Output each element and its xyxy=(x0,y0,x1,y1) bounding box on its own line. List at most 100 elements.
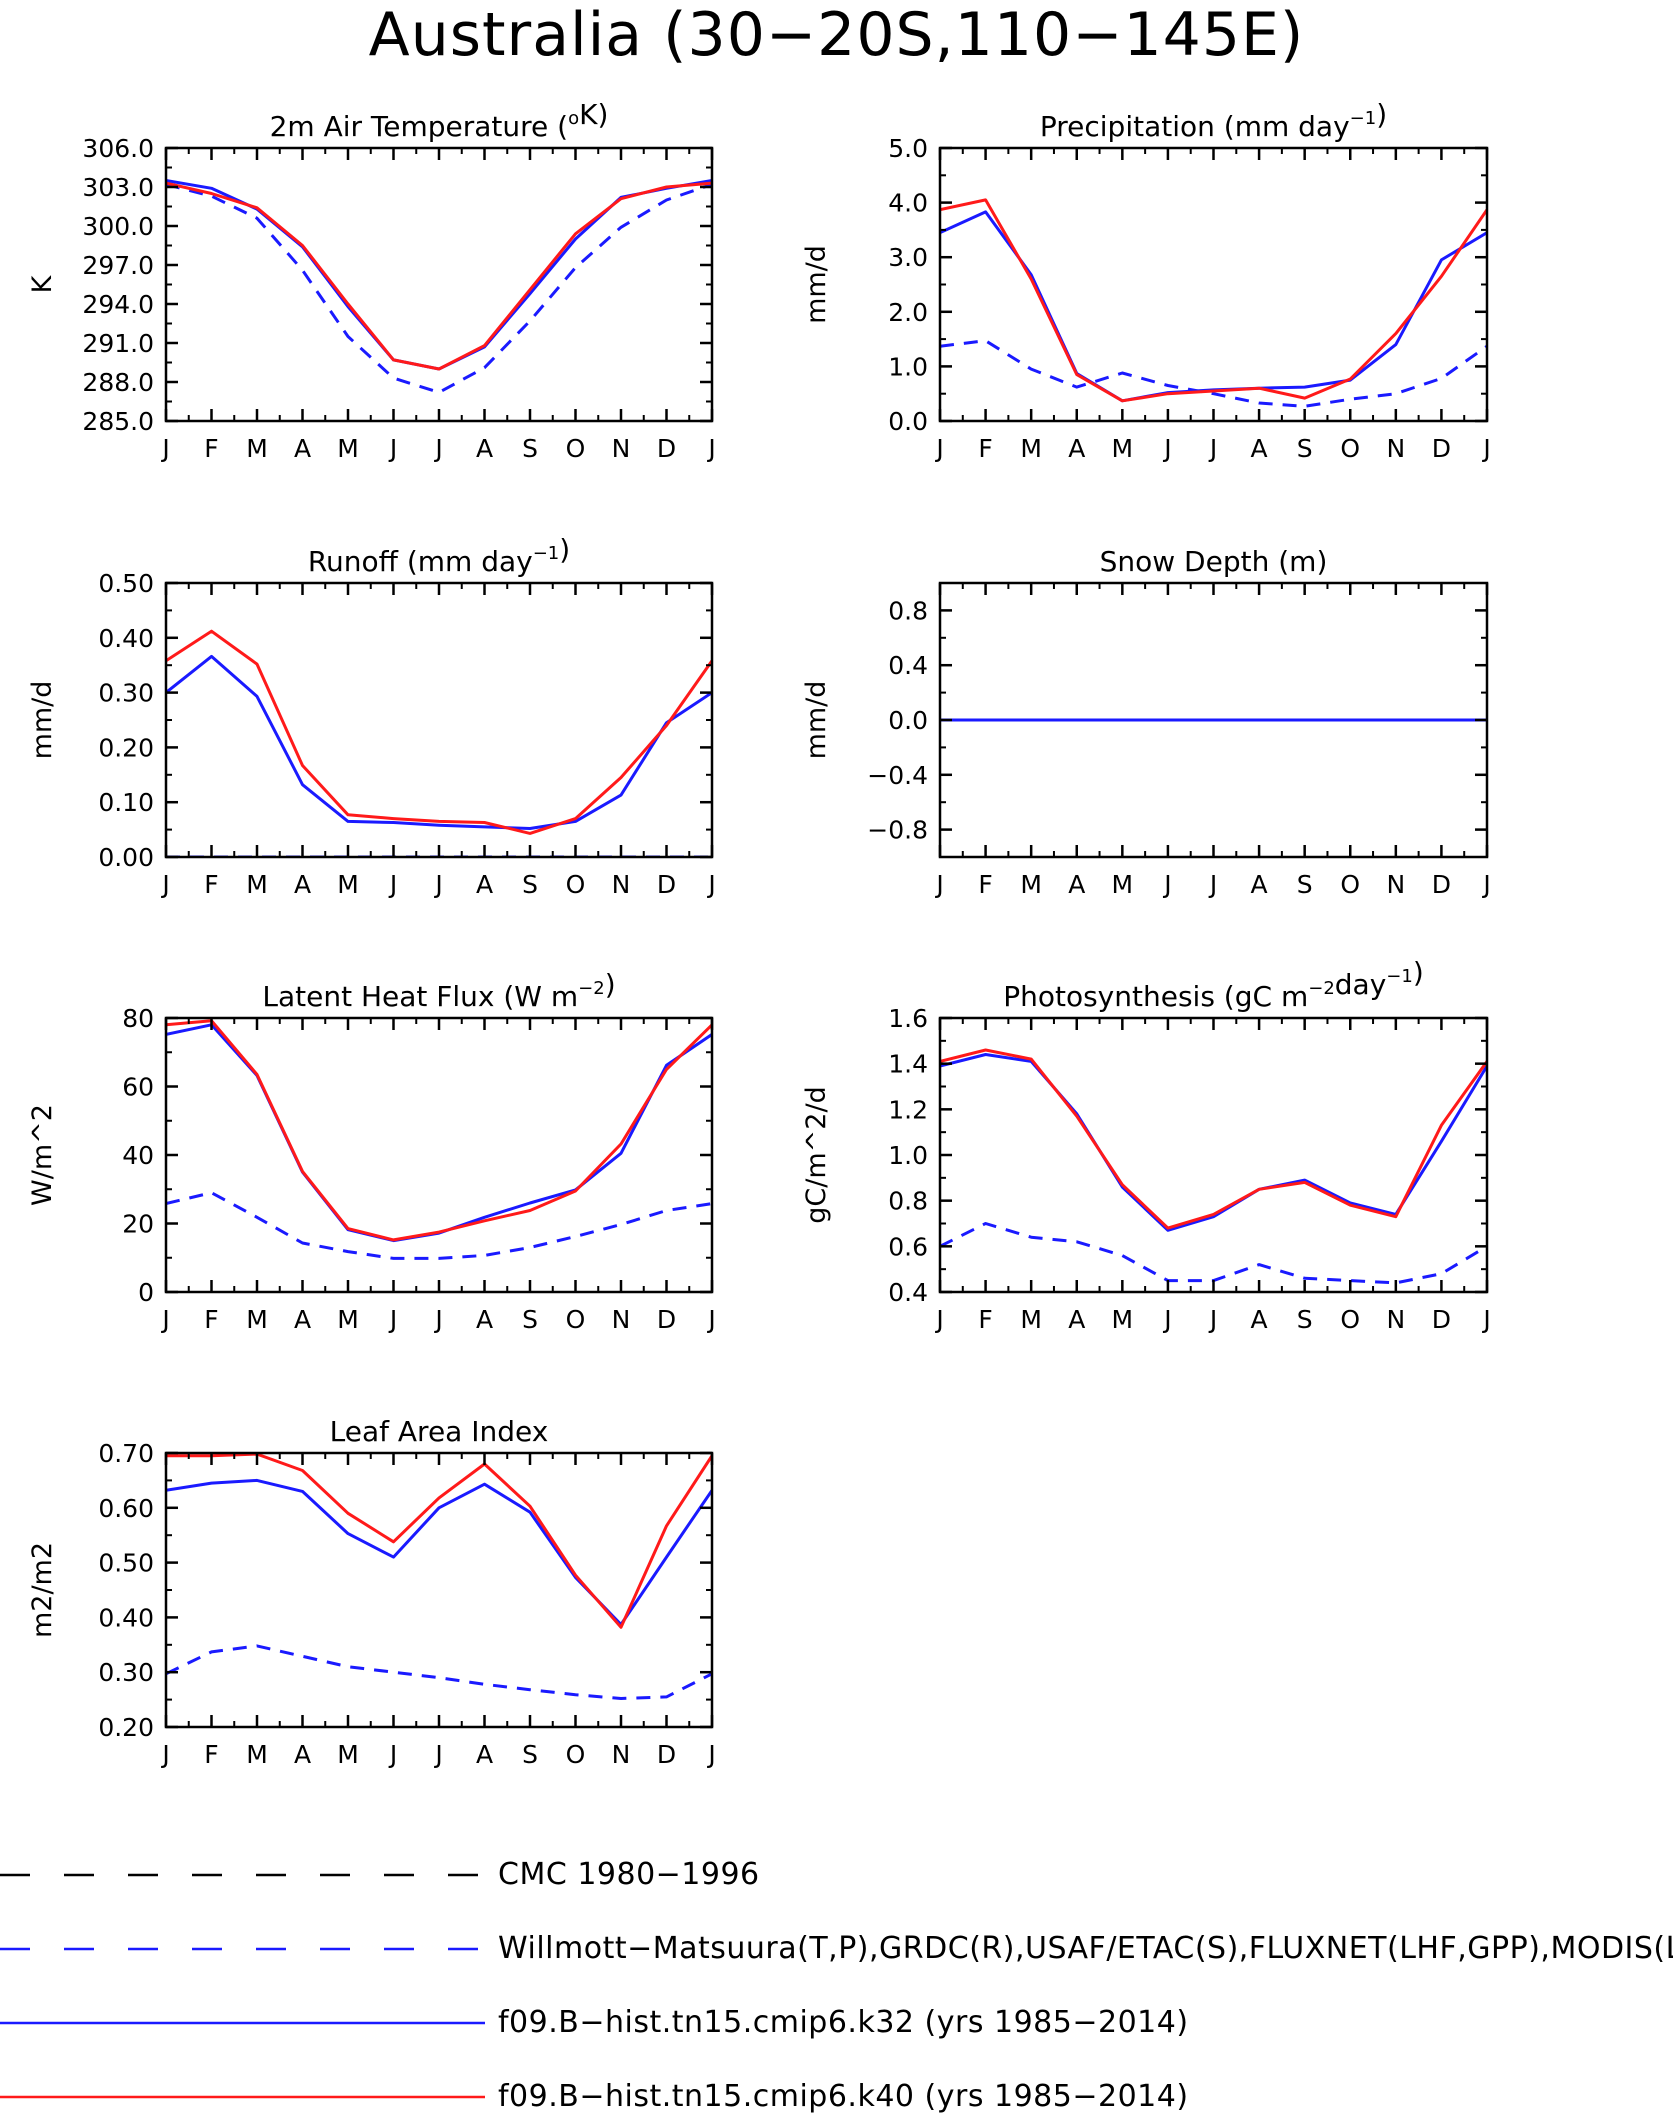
panel-runoff: J F M A M J J A S O N D J0.000.100.200.300.400.50mm/… xyxy=(27,533,716,899)
y-tick-label: 1.4 xyxy=(888,1050,928,1079)
x-tick-label: M xyxy=(246,870,268,899)
legend-label-k32: f09.B−hist.tn15.cmip6.k32 (yrs 1985−2014… xyxy=(498,2005,1189,2040)
series-line-obs-dashed xyxy=(166,1644,712,1700)
y-tick-label: 297.0 xyxy=(82,251,154,280)
series-line-obs-dashed xyxy=(166,182,712,394)
y-tick-label: 0.8 xyxy=(888,1187,928,1216)
x-tick-label: S xyxy=(1297,870,1313,899)
series-line-k32-solid xyxy=(940,210,1487,403)
y-tick-label: 0.40 xyxy=(98,1603,154,1632)
x-tick-label: J xyxy=(1208,434,1217,463)
x-tick-label: J xyxy=(706,434,715,463)
x-tick-label: O xyxy=(1340,870,1360,899)
series-group xyxy=(940,1048,1487,1285)
y-tick-label: 0 xyxy=(138,1278,154,1307)
y-tick-label: 0.40 xyxy=(98,624,154,653)
x-tick-label: A xyxy=(476,1305,493,1334)
series-line-k32-solid xyxy=(166,179,712,371)
panel-leaf-area-index: J F M A M J J A S O N D J0.200.300.400.500.600.70m2/… xyxy=(27,1415,716,1769)
x-tick-label: A xyxy=(294,1305,311,1334)
x-tick-label: A xyxy=(476,434,493,463)
x-tick-label: S xyxy=(522,1305,538,1334)
x-tick-label: M xyxy=(1112,1305,1134,1334)
x-tick-label: F xyxy=(978,870,992,899)
y-tick-label: 300.0 xyxy=(82,212,154,241)
panel-precipitation: J F M A M J J A S O N D J0.01.02.03.04.05.0mm/dPreci… xyxy=(801,98,1491,463)
x-tick-label: M xyxy=(1020,870,1042,899)
y-tick-label: 0.0 xyxy=(888,407,928,436)
x-tick-label: N xyxy=(612,870,631,899)
x-tick-label: J xyxy=(388,1305,397,1334)
panel-title: 2m Air Temperature (oK) xyxy=(270,98,609,143)
series-line-k32-solid xyxy=(166,654,712,830)
x-tick-label: S xyxy=(522,1740,538,1769)
x-tick-label: A xyxy=(1068,870,1085,899)
x-tick-label: D xyxy=(1432,1305,1451,1334)
y-axis-label: W/m^2 xyxy=(27,1104,58,1206)
x-tick-label: J xyxy=(1162,870,1171,899)
legend-line-k40 xyxy=(0,2095,485,2099)
y-tick-label: 0.10 xyxy=(98,788,154,817)
x-tick-label: M xyxy=(1112,870,1134,899)
x-tick-label: J xyxy=(706,870,715,899)
x-tick-label: D xyxy=(657,434,676,463)
y-tick-label: 285.0 xyxy=(82,407,154,436)
series-line-k32-solid xyxy=(940,1053,1487,1232)
x-tick-label: J xyxy=(433,434,442,463)
x-tick-label: D xyxy=(1432,870,1451,899)
y-axis-label: gC/m^2/d xyxy=(801,1086,832,1223)
x-tick-label: F xyxy=(204,1740,218,1769)
series-line-k40-solid xyxy=(166,629,712,835)
x-tick-label: J xyxy=(934,870,943,899)
legend-item-obs: Willmott−Matsuura(T,P),GRDC(R),USAF/ETAC… xyxy=(0,1914,1673,1966)
plot-frame xyxy=(164,581,714,859)
series-line-k40-solid xyxy=(166,1019,712,1242)
x-tick-label: J xyxy=(1481,434,1490,463)
legend-item-k32: f09.B−hist.tn15.cmip6.k32 (yrs 1985−2014… xyxy=(0,1988,1673,2040)
y-axis-label: mm/d xyxy=(27,681,58,760)
x-tick-label: M xyxy=(337,434,359,463)
y-tick-label: 0.4 xyxy=(888,651,928,680)
y-tick-label: 40 xyxy=(122,1141,154,1170)
panel-title: Precipitation (mm day−1) xyxy=(1040,98,1387,143)
legend-line-cmc xyxy=(0,1873,485,1877)
series-group xyxy=(166,629,712,857)
x-tick-label: F xyxy=(978,1305,992,1334)
x-tick-label: D xyxy=(657,870,676,899)
x-tick-label: O xyxy=(1340,434,1360,463)
y-tick-label: 1.0 xyxy=(888,352,928,381)
panel-title: Runoff (mm day−1) xyxy=(308,533,570,578)
x-tick-label: J xyxy=(433,1740,442,1769)
x-tick-label: M xyxy=(1020,1305,1042,1334)
x-tick-label: N xyxy=(1386,870,1405,899)
x-tick-label: J xyxy=(1481,1305,1490,1334)
x-tick-label: J xyxy=(706,1740,715,1769)
panel-photosynthesis: J F M A M J J A S O N D J0.40.60.81.01.21.41.6gC/m^2… xyxy=(801,956,1491,1334)
figure-title: Australia (30−20S,110−145E) xyxy=(368,0,1305,70)
panel-title: Photosynthesis (gC m−2day−1) xyxy=(1003,956,1424,1013)
x-tick-label: M xyxy=(337,1740,359,1769)
y-tick-label: 1.0 xyxy=(888,1141,928,1170)
panel-title: Latent Heat Flux (W m−2) xyxy=(262,968,615,1013)
series-line-k40-solid xyxy=(940,198,1487,403)
x-tick-label: A xyxy=(1251,434,1268,463)
legend-label-cmc: CMC 1980−1996 xyxy=(498,1857,760,1892)
x-tick-label: F xyxy=(204,1305,218,1334)
x-tick-label: A xyxy=(294,434,311,463)
x-tick-label: J xyxy=(160,1740,169,1769)
y-axis-label: K xyxy=(27,274,58,293)
x-tick-label: F xyxy=(204,434,218,463)
x-tick-label: J xyxy=(1208,1305,1217,1334)
x-tick-label: D xyxy=(657,1740,676,1769)
x-tick-label: A xyxy=(1251,870,1268,899)
x-tick-label: J xyxy=(160,434,169,463)
x-tick-label: J xyxy=(160,870,169,899)
y-tick-label: 0.8 xyxy=(888,596,928,625)
y-tick-label: 0.20 xyxy=(98,1713,154,1742)
x-tick-label: M xyxy=(246,1740,268,1769)
y-axis-label: m2/m2 xyxy=(27,1542,58,1638)
x-tick-label: S xyxy=(522,434,538,463)
x-tick-label: F xyxy=(978,434,992,463)
x-tick-label: J xyxy=(388,434,397,463)
